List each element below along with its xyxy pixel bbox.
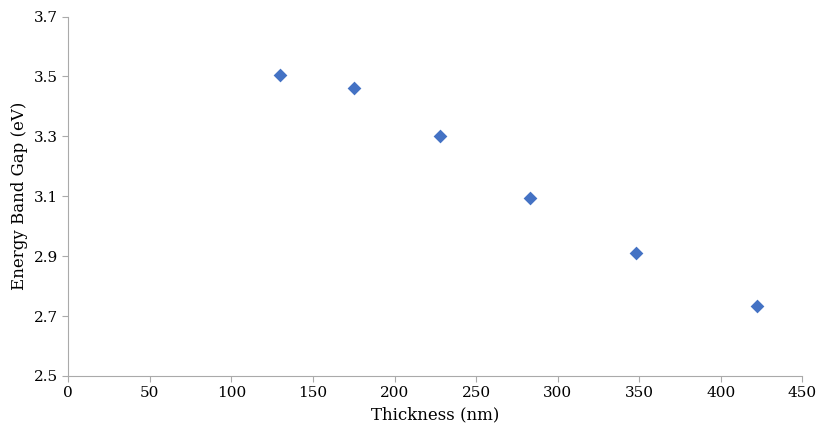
Point bbox=[749, 302, 762, 309]
Point bbox=[629, 250, 642, 256]
Point bbox=[433, 133, 447, 140]
Point bbox=[347, 85, 360, 92]
Y-axis label: Energy Band Gap (eV): Energy Band Gap (eV) bbox=[11, 102, 28, 290]
Point bbox=[274, 72, 287, 79]
X-axis label: Thickness (nm): Thickness (nm) bbox=[370, 406, 499, 423]
Point bbox=[523, 194, 536, 201]
